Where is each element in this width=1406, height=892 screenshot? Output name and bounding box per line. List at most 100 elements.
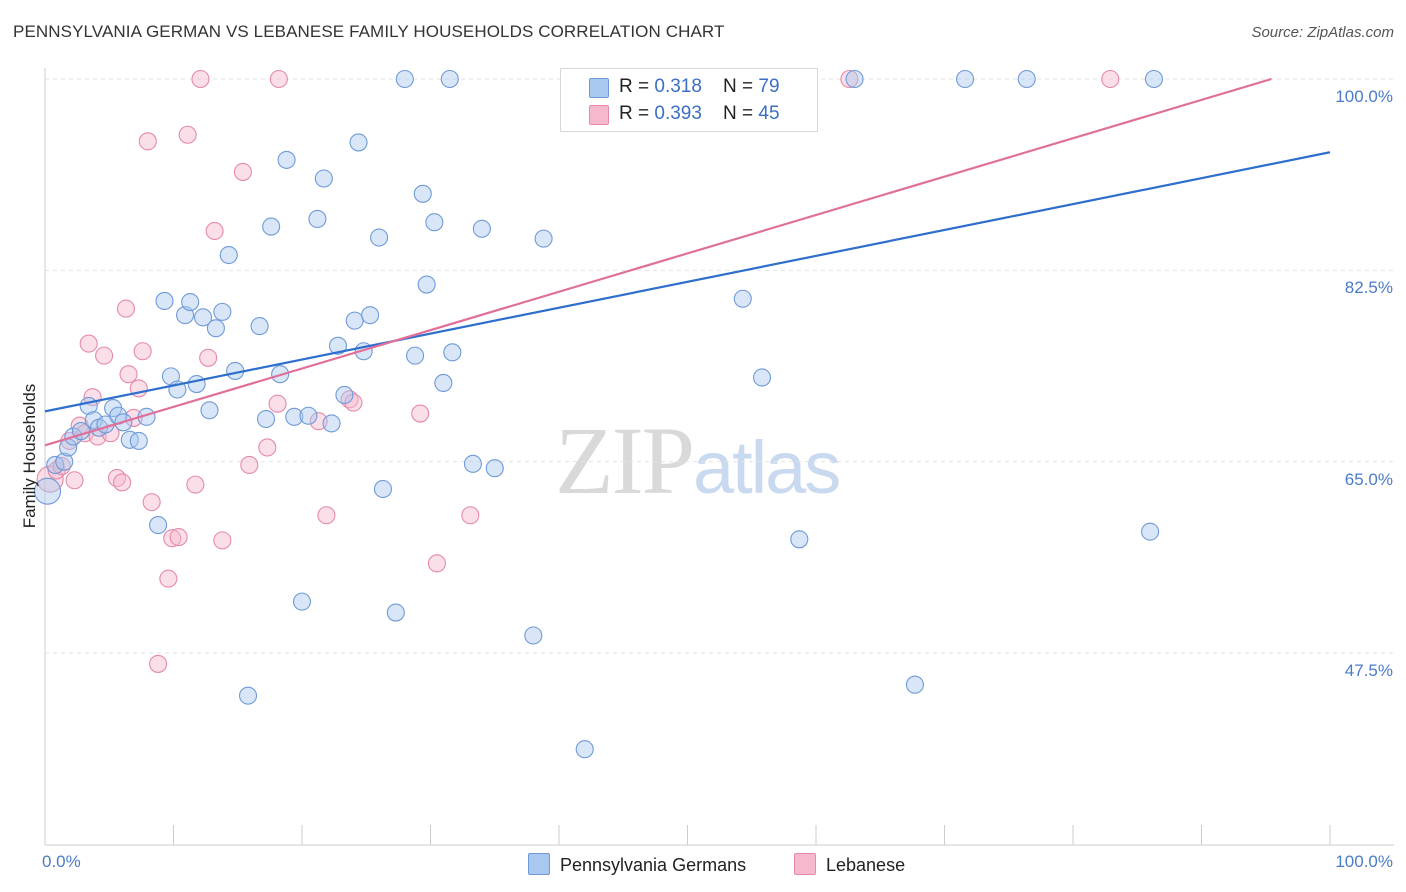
pennsylvania-german-point-75 [956,69,975,89]
watermark: ZIPatlas [555,405,841,516]
y-tick-label-1: 82.5% [1344,278,1393,298]
pennsylvania-german-point-42 [335,385,354,405]
pennsylvania-german-point-26 [213,302,232,321]
legend-row-pink: R = 0.393 N = 45 [619,103,780,125]
pennsylvania-germans-points [34,69,1164,759]
pennsylvania-german-point-46 [361,306,380,325]
y-tick-label-0: 100.0% [1335,87,1393,106]
correlation-legend: R = 0.318 N = 79 R = 0.393 N = 45 [560,68,818,132]
pennsylvania-german-point-39 [314,169,333,188]
lebanese-point-15 [119,365,138,384]
legend-r-label: R = [619,103,655,124]
pennsylvania-german-point-55 [434,373,453,392]
pennsylvania-german-point-22 [187,374,206,394]
pennsylvania-german-point-43 [345,311,364,330]
pennsylvania-german-point-21 [181,292,200,312]
lebanese-point-24 [169,528,188,547]
pennsylvania-german-point-48 [373,479,393,499]
lebanese-point-35 [269,69,288,89]
trend-line-lebanese [44,77,1272,447]
pennsylvania-german-point-56 [440,69,459,89]
lebanese-point-10 [95,346,114,365]
series-legend-blue: Pennsylvania Germans [528,853,746,876]
lebanese-point-19 [138,132,157,151]
chart-title: PENNSYLVANIA GERMAN VS LEBANESE FAMILY H… [13,22,725,41]
pennsylvania-german-point-73 [845,69,864,89]
pennsylvania-german-point-57 [443,343,462,362]
pennsylvania-german-point-58 [463,454,482,473]
x-tick-label-max: 100.0% [1335,852,1393,871]
pennsylvania-german-point-40 [322,414,341,433]
pennsylvania-german-point-62 [534,229,553,248]
y-axis-label: Family Households [20,383,39,529]
trend-line-pennsylvania-germans [44,151,1331,413]
pennsylvania-german-point-47 [370,228,389,247]
watermark-zip: ZIP [555,407,695,514]
lebanese-point-30 [213,531,232,550]
pennsylvania-german-point-25 [206,319,225,338]
pennsylvania-german-point-60 [485,459,504,478]
pennsylvania-german-point-13 [120,430,139,449]
lebanese-point-41 [427,554,446,573]
pennsylvania-german-point-23 [194,308,213,327]
pennsylvania-german-point-30 [250,317,269,336]
pennsylvania-german-point-52 [413,184,432,203]
y-tick-label-2: 65.0% [1344,469,1393,489]
pennsylvania-german-point-38 [308,209,327,228]
lebanese-point-22 [159,569,178,588]
lebanese-point-42 [461,506,480,525]
lebanese-point-44 [1101,69,1120,89]
pennsylvania-german-point-32 [262,217,281,236]
pennsylvania-german-point-76 [1017,69,1036,89]
pennsylvania-german-point-54 [425,213,444,232]
legend-n-value: 45 [758,103,780,124]
pennsylvania-german-point-51 [406,346,425,365]
pennsylvania-german-point-69 [733,289,752,308]
pennsylvania-german-point-24 [200,401,219,420]
lebanese-points [36,69,1120,673]
source-label: Source: ZipAtlas.com [1251,24,1394,41]
pennsylvania-german-point-35 [285,407,304,426]
pennsylvania-german-point-34 [277,150,296,169]
pennsylvania-german-point-72 [790,530,809,549]
pennsylvania-german-point-29 [238,686,258,705]
pennsylvania-german-point-31 [256,409,276,429]
axes [44,68,1394,846]
lebanese-point-37 [317,506,336,525]
legend-r-value: 0.393 [654,103,702,124]
pennsylvania-german-point-77 [1144,69,1164,89]
lebanese-point-7 [79,334,98,353]
series-legend-pink: Lebanese [794,853,905,876]
series-name-blue: Pennsylvania Germans [560,855,747,875]
lebanese-point-27 [191,69,210,89]
pennsylvania-german-point-53 [417,275,436,294]
pennsylvania-german-point-78 [1141,522,1160,541]
lebanese-point-40 [411,404,430,423]
lebanese-point-25 [178,125,197,144]
y-tick-label-3: 47.5% [1344,661,1393,680]
pennsylvania-german-point-41 [328,336,348,355]
pennsylvania-german-point-37 [299,406,318,425]
legend-n-label: N = [723,103,759,124]
series-swatch-blue [528,853,550,875]
lebanese-point-33 [258,438,277,457]
lebanese-point-13 [113,473,132,492]
pennsylvania-german-point-14 [129,431,148,450]
pennsylvania-german-point-0 [34,477,62,505]
lebanese-point-43 [840,69,859,89]
lebanese-point-32 [240,455,259,474]
pennsylvania-german-point-17 [155,291,174,310]
trend-lines [44,77,1331,447]
lebanese-point-34 [268,394,287,413]
legend-swatch-blue [589,78,609,98]
lebanese-point-14 [116,299,136,318]
pennsylvania-german-point-49 [386,603,405,622]
pennsylvania-german-point-27 [219,245,238,265]
pennsylvania-german-point-64 [575,740,594,759]
lebanese-point-4 [65,471,84,490]
pennsylvania-german-point-74 [905,675,924,694]
lebanese-point-23 [163,529,182,548]
lebanese-point-31 [233,162,252,181]
legend-n-value: 79 [758,76,780,97]
